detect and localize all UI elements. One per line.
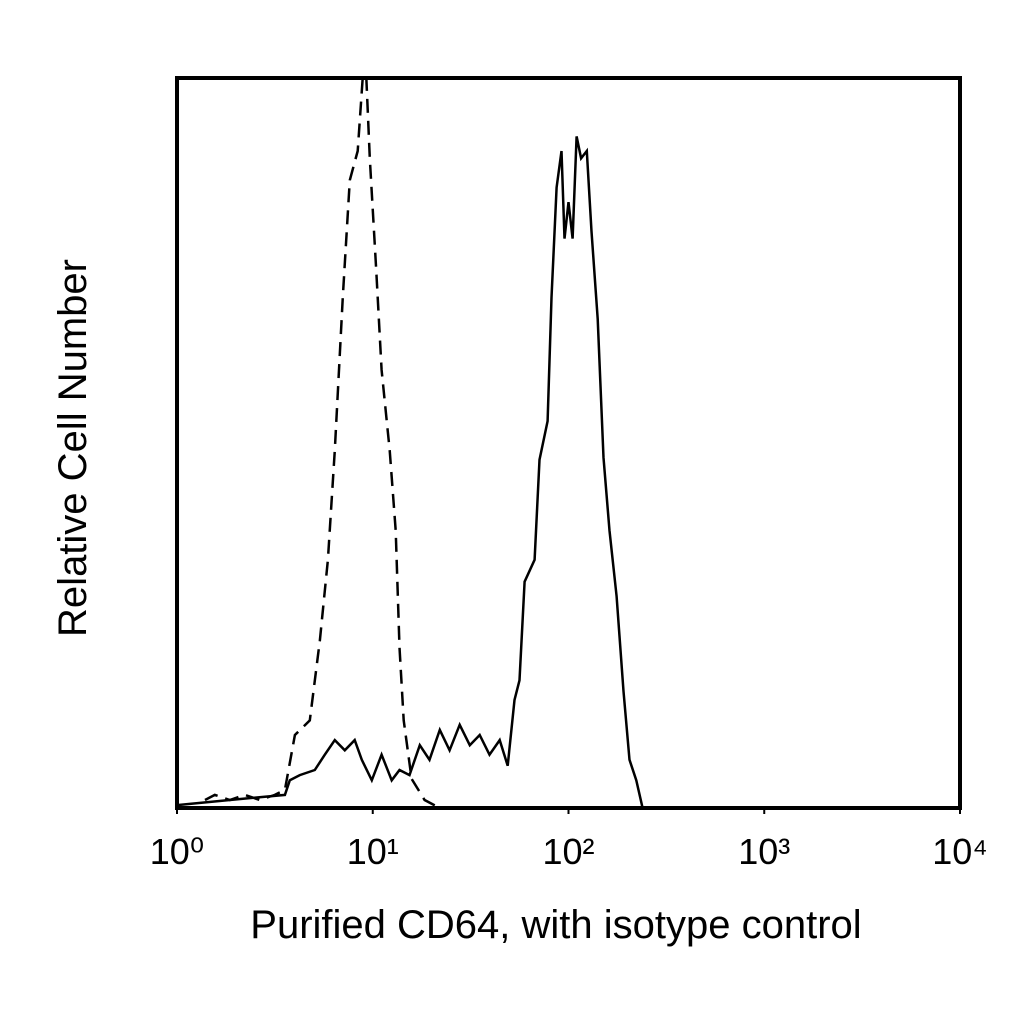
x-tick-label: 10² [542, 831, 594, 872]
x-axis-label: Purified CD64, with isotype control [250, 903, 861, 947]
histogram-line [177, 136, 644, 808]
x-tick-label: 10⁰ [150, 831, 204, 872]
plot-frame [175, 76, 962, 810]
histogram-line [204, 78, 441, 808]
x-tick-label: 10⁴ [932, 831, 988, 872]
x-tick-label: 10¹ [347, 831, 399, 872]
x-tick-label: 10³ [738, 831, 790, 872]
y-axis-label: Relative Cell Number [51, 259, 95, 637]
plot-area [177, 78, 644, 808]
